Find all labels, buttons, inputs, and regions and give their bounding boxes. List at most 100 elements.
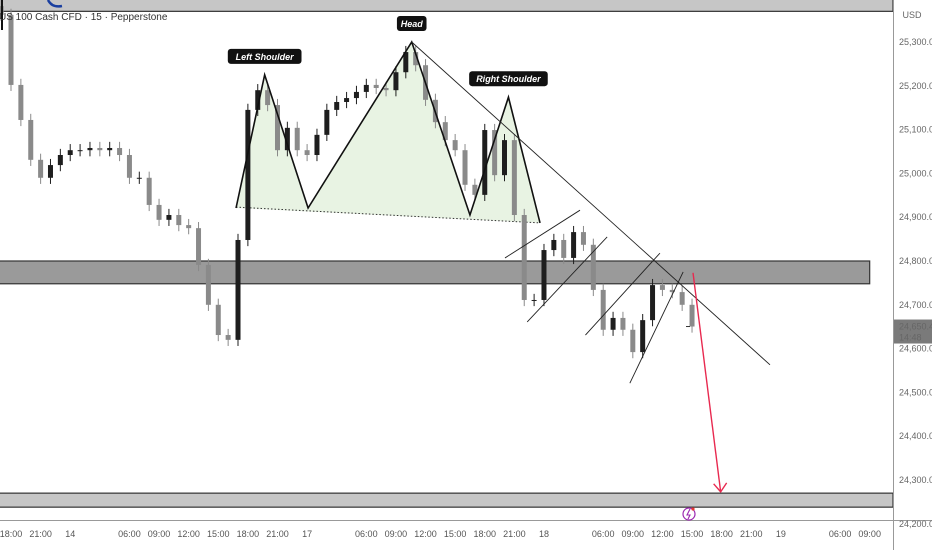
candle-body [344, 98, 350, 103]
trendline [411, 41, 771, 366]
candle-body [304, 150, 310, 156]
candle-body [294, 127, 300, 151]
candle-body [679, 292, 685, 305]
candle-body [166, 215, 172, 220]
candle-body [689, 304, 695, 327]
candle-body [28, 119, 34, 160]
time-tick-label: 18:00 [237, 529, 260, 539]
last-price-value: 24,650.4 [899, 322, 932, 332]
price-tick-label: 24,900.0 [899, 212, 932, 222]
candle-body [97, 147, 103, 151]
candle-body [600, 289, 606, 330]
candle-body [620, 317, 626, 330]
candle-body [314, 134, 320, 156]
candle-body [551, 239, 557, 251]
candle-body [126, 155, 132, 178]
support-resistance-zone [0, 260, 871, 285]
trendline [629, 271, 684, 384]
price-tick-label: 24,600.0 [899, 344, 932, 354]
price-tick-label: 24,200.0 [899, 519, 932, 529]
time-tick-label: 15:00 [444, 529, 467, 539]
price-tick-label: 25,300.0 [899, 37, 932, 47]
candle-body [186, 225, 192, 229]
candle-body [462, 150, 468, 185]
time-tick-label: 06:00 [355, 529, 378, 539]
time-tick-label: 19 [776, 529, 786, 539]
head-shoulders-fill [236, 42, 541, 223]
candle-body [235, 239, 241, 340]
candle-body [67, 150, 73, 156]
candle-body [659, 285, 665, 290]
time-tick-label: 18:00 [473, 529, 496, 539]
currency-label: USD [902, 10, 922, 20]
candle-body [482, 130, 488, 195]
price-tick-label: 25,200.0 [899, 81, 932, 91]
time-tick-label: 09:00 [622, 529, 645, 539]
time-tick-label: 12:00 [177, 529, 200, 539]
candle-body [571, 232, 577, 258]
candle-body [492, 130, 498, 176]
candle-body [265, 90, 271, 106]
symbol-title: US 100 Cash CFD · 15 · Pepperstone [0, 12, 168, 23]
time-tick-label: 18:00 [0, 529, 22, 539]
candle-body [383, 87, 389, 91]
time-tick-label: 21:00 [503, 529, 526, 539]
candle-body [610, 317, 616, 330]
candle-body [57, 155, 63, 166]
arrow-head-icon [713, 482, 728, 493]
time-tick-label: 17 [302, 529, 312, 539]
candle-body [502, 140, 507, 176]
candle-body [580, 232, 586, 245]
bar-countdown: 14:48 [899, 333, 922, 343]
candle-body [403, 52, 409, 73]
price-tick-label: 25,100.0 [899, 125, 932, 135]
pattern-label: Right Shoulder [476, 74, 541, 84]
lightning-alert-icon[interactable] [682, 507, 696, 521]
candle-body [373, 84, 379, 88]
candle-body [18, 84, 24, 120]
time-tick-label: 06:00 [118, 529, 141, 539]
price-tick-label: 25,000.0 [899, 168, 932, 178]
candle-body [393, 72, 399, 91]
pattern-label-box [469, 71, 548, 87]
support-resistance-zone [0, 0, 893, 12]
time-tick-label: 06:00 [592, 529, 615, 539]
candle-body [521, 215, 527, 300]
candle-body [176, 215, 182, 226]
price-tick-label: 24,500.0 [899, 387, 932, 397]
candle-body [561, 239, 567, 258]
candle-body [274, 105, 280, 151]
candle-body [590, 244, 596, 290]
lightning-glyph [686, 508, 691, 520]
candle-body [146, 177, 152, 205]
price-tick-label: 24,800.0 [899, 256, 932, 266]
candle-body [669, 289, 675, 293]
candle-body [245, 109, 251, 240]
support-resistance-zone [0, 492, 893, 508]
time-tick-label: 09:00 [148, 529, 171, 539]
candle-body [650, 285, 656, 321]
candle-body [630, 329, 636, 353]
time-tick-label: 21:00 [740, 529, 763, 539]
time-tick-label: 09:00 [858, 529, 881, 539]
time-tick-label: 15:00 [207, 529, 230, 539]
time-tick-label: 12:00 [651, 529, 674, 539]
time-tick-label: 21:00 [266, 529, 289, 539]
time-tick-label: 21:00 [29, 529, 52, 539]
trendline [526, 236, 608, 323]
trendline [504, 209, 581, 259]
candle-body [640, 320, 646, 353]
price-tick-label: 24,700.0 [899, 300, 932, 310]
candle-body [531, 299, 537, 301]
plot-area: Left Shoulder Head Right Shoulder [0, 0, 893, 508]
alert-circle [682, 507, 696, 521]
candle-body [452, 140, 458, 151]
time-tick-label: 09:00 [385, 529, 408, 539]
pattern-label-box [396, 16, 427, 31]
pattern-label-box [227, 48, 302, 64]
candle-body [77, 150, 83, 152]
candle-body [225, 335, 231, 340]
candle-body [363, 84, 369, 92]
candle-body [541, 250, 547, 300]
